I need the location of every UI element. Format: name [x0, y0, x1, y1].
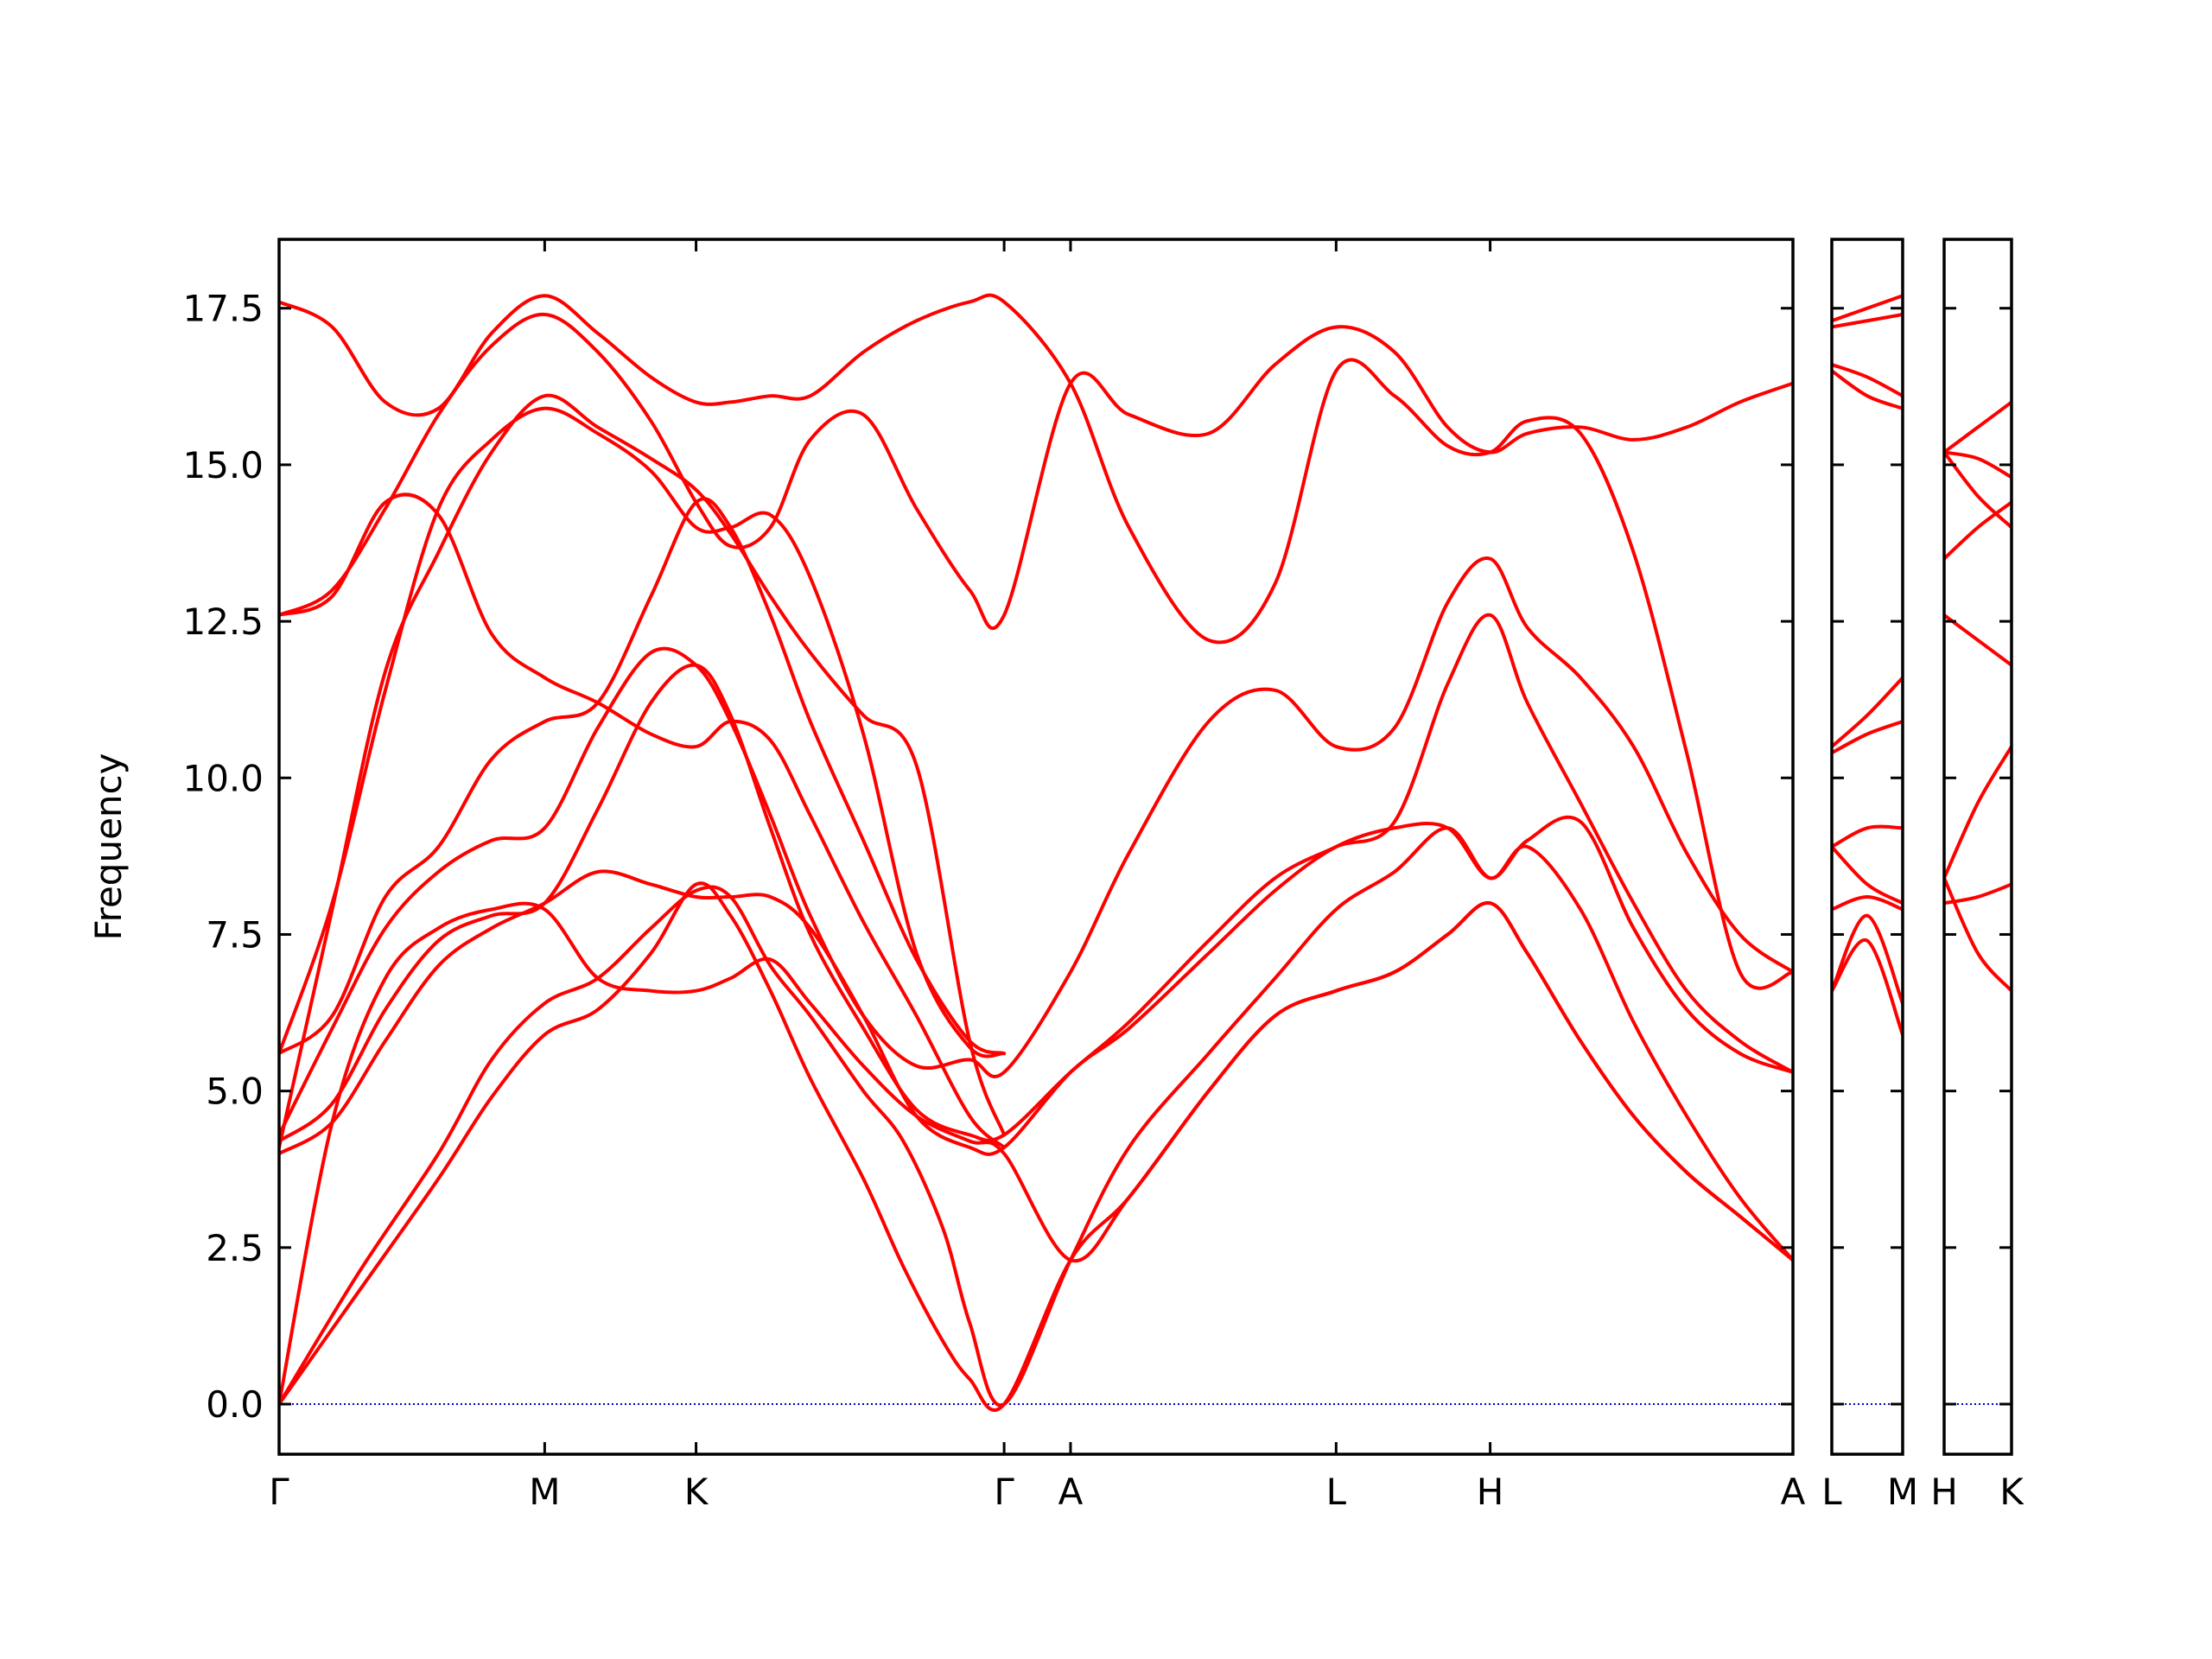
- plot-panels: 0.02.55.07.510.012.515.017.5Γ M K Γ A L H A L M H K: [182, 238, 2024, 1513]
- band-line-6: [1832, 720, 1903, 755]
- panel-frame: [1830, 238, 1904, 1456]
- panel-frame: [277, 238, 1795, 1456]
- band-line-4: [279, 815, 1793, 1156]
- band-line-8: [1832, 369, 1903, 410]
- band-line-9: [279, 393, 1007, 1149]
- bands: [1832, 294, 1903, 1037]
- band-line-9: [1832, 362, 1903, 398]
- y-tick-label: 12.5: [182, 601, 264, 643]
- y-tick-label: 7.5: [206, 913, 264, 956]
- x-tick-label: A: [1058, 1471, 1084, 1513]
- y-tick-label: 15.0: [182, 444, 264, 486]
- x-tick-label: Γ: [994, 1471, 1014, 1513]
- band-line-3: [1832, 894, 1903, 912]
- band-line-1: [1944, 876, 2012, 993]
- x-tick-label: Γ: [269, 1471, 289, 1513]
- band-line-11: [279, 312, 1793, 631]
- panel-frame: [1942, 238, 2013, 1456]
- x-tick-label: M: [529, 1471, 560, 1513]
- band-line-7: [279, 497, 1007, 1056]
- band-line-10: [1832, 312, 1903, 329]
- band-line-2: [1944, 882, 2012, 906]
- band-line-2: [1832, 913, 1903, 1006]
- x-tick-label: A: [1781, 1471, 1806, 1513]
- bands: [1944, 400, 2012, 993]
- band-line-1: [1832, 938, 1903, 1037]
- x-tick-label: K: [684, 1471, 709, 1513]
- panel-1: 0.0 2.5 5.0 7.5 10.0 12.5 15.0 17.5 Γ M K Γ A L H A: [182, 238, 1806, 1513]
- x-tick-label: K: [1999, 1471, 2024, 1513]
- band-line-11: [1832, 294, 1903, 323]
- y-tick-label: 2.5: [206, 1227, 264, 1269]
- band-line-2: [279, 826, 1793, 1408]
- y-axis-title: Frequency: [87, 753, 130, 941]
- band-line-1: [279, 881, 1793, 1412]
- band-line-8: [279, 406, 1007, 1058]
- x-tick-label: M: [1887, 1471, 1918, 1513]
- band-line-5: [1944, 500, 2012, 561]
- x-tick-label: H: [1930, 1471, 1958, 1513]
- band-line-3: [1944, 745, 2012, 880]
- band-line-7: [1944, 450, 2012, 480]
- band-line-5: [1832, 824, 1903, 849]
- y-tick-label: 17.5: [182, 288, 264, 330]
- bands: [279, 293, 1793, 1412]
- y-tick-label: 0.0: [206, 1383, 264, 1426]
- band-line-6: [279, 556, 1793, 1137]
- x-tick-label: H: [1477, 1471, 1504, 1513]
- band-line-3: [279, 901, 1793, 1407]
- y-tick-label: 5.0: [206, 1071, 264, 1113]
- band-line-6: [1944, 450, 2012, 530]
- x-tick-label: L: [1821, 1471, 1842, 1513]
- band-line-8: [1944, 400, 2012, 454]
- x-tick-label: L: [1326, 1471, 1347, 1513]
- band-line-5: [279, 613, 1793, 1143]
- band-line-12: [279, 293, 1793, 990]
- y-tick-label: 10.0: [182, 757, 264, 799]
- band-line-10: [279, 493, 1007, 1149]
- band-line-7: [1832, 676, 1903, 749]
- band-line-4: [1832, 845, 1903, 906]
